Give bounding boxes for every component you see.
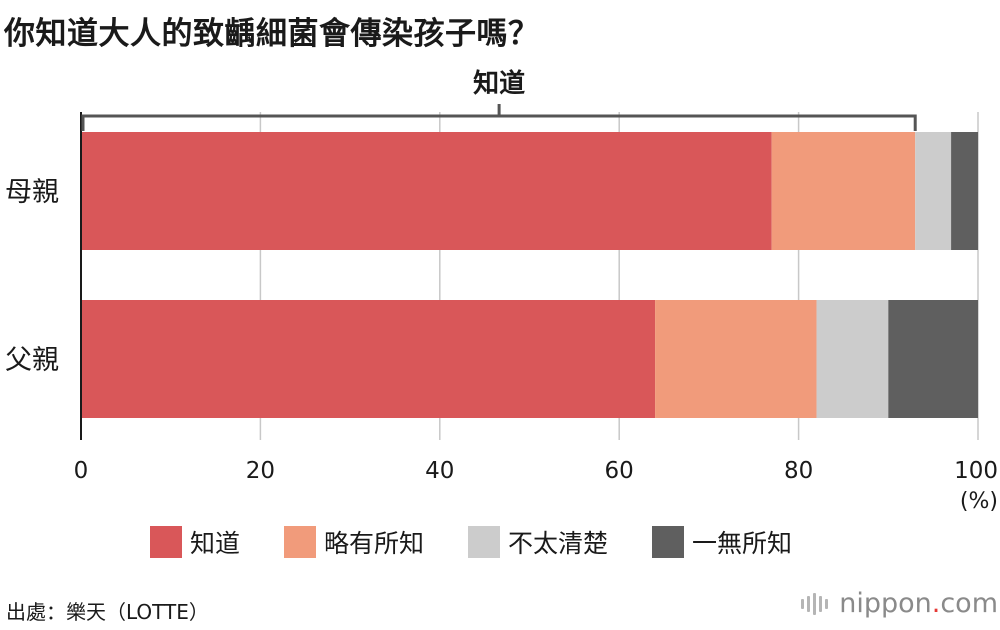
legend-item: 略有所知 xyxy=(284,524,424,560)
bar-segment xyxy=(81,132,772,250)
legend-item: 知道 xyxy=(150,524,240,560)
legend-label: 略有所知 xyxy=(324,529,425,558)
legend-swatch xyxy=(468,526,501,558)
logo-suffix: com xyxy=(940,588,998,619)
source-note: 出處：樂天（LOTTE） xyxy=(6,600,209,624)
legend-label: 知道 xyxy=(190,529,241,558)
bar-segment xyxy=(816,300,889,418)
annotation-label: 知道 xyxy=(473,68,525,99)
x-tick-label: 40 xyxy=(425,458,454,484)
legend-label: 一無所知 xyxy=(692,529,793,558)
bar-segment xyxy=(951,132,978,250)
nippon-logo: nippon. com xyxy=(801,588,998,619)
category-label: 母親 xyxy=(5,177,59,208)
x-unit-label: (%) xyxy=(960,489,998,514)
legend-swatch xyxy=(284,526,317,558)
legend-swatch xyxy=(150,526,182,558)
legend-swatch xyxy=(652,526,685,558)
annotation-bracket xyxy=(81,114,917,131)
x-tick-label: 0 xyxy=(74,458,89,484)
legend: 知道 略有所知 不太清楚 一無所知 xyxy=(150,524,836,560)
legend-label: 不太清楚 xyxy=(508,529,609,558)
bar-segment xyxy=(888,300,978,418)
x-tick-label: 60 xyxy=(605,458,634,484)
bar-segment xyxy=(81,300,656,418)
bar-segment xyxy=(771,132,916,250)
logo-name: nippon xyxy=(839,588,932,619)
logo-bars-icon xyxy=(801,592,831,615)
logo-dot: . xyxy=(931,588,941,619)
legend-item: 不太清楚 xyxy=(468,524,608,560)
bar-segment xyxy=(915,132,952,250)
x-tick-label: 80 xyxy=(784,458,813,484)
bar-segment xyxy=(655,300,817,418)
x-tick-label: 20 xyxy=(246,458,275,484)
legend-item: 一無所知 xyxy=(652,524,792,560)
x-tick-label: 100 xyxy=(954,458,998,484)
category-label: 父親 xyxy=(5,345,59,376)
chart-title: 你知道大人的致齲細菌會傳染孩子嗎？ xyxy=(4,16,540,52)
